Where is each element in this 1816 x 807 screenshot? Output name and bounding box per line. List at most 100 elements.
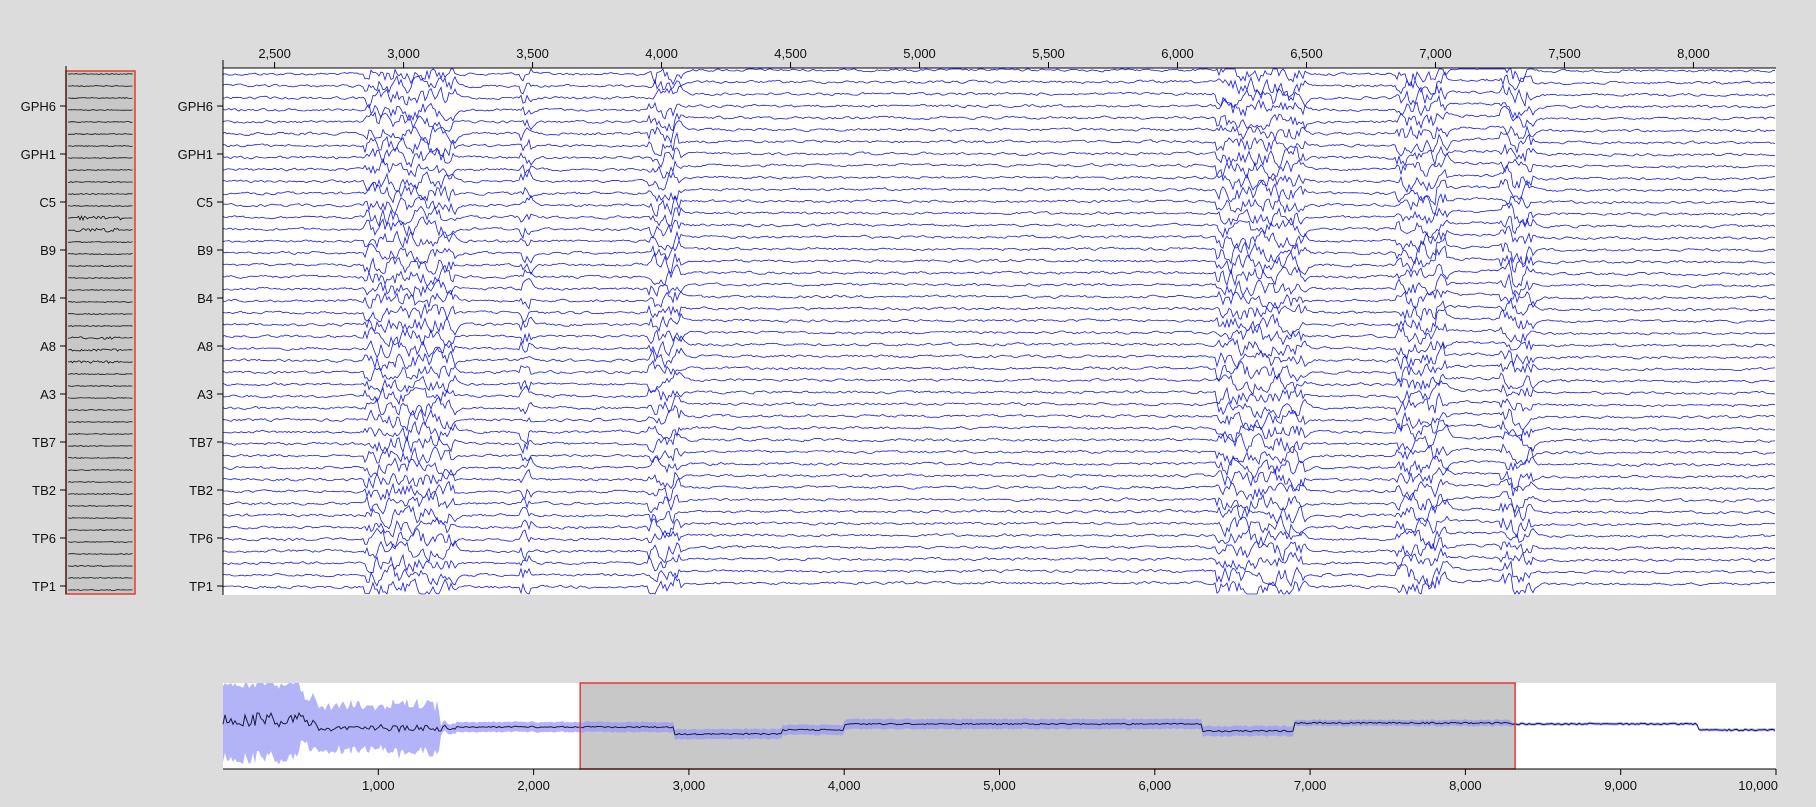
main-channel-label: TB7: [189, 435, 213, 450]
main-x-tick-label: 5,000: [903, 46, 936, 61]
overview-trace: [67, 589, 133, 591]
main-x-tick-label: 4,500: [774, 46, 807, 61]
overview-trace: [68, 493, 133, 495]
overview-channel-label: TP1: [32, 579, 56, 594]
main-trace: [222, 120, 1776, 146]
main-channel-label: TP6: [189, 531, 213, 546]
main-x-ticks: 2,500 3,000 3,500 4,000 4,500 5,000 5,500 6,000…: [258, 46, 1710, 68]
main-trace: [222, 94, 1776, 122]
overview-trace: [67, 336, 133, 340]
navigator-mean-line: [222, 711, 1776, 736]
navigator-x-tick-label: 3,000: [673, 778, 706, 793]
main-channel-label: GPH1: [178, 147, 213, 162]
main-trace: [222, 335, 1776, 360]
main-trace: [222, 131, 1776, 157]
main-trace: [222, 273, 1776, 299]
navigator-panel[interactable]: 1,000 2,000 3,000 4,000 5,000 6,000 7,000 8,000…: [222, 682, 1778, 793]
overview-trace: [67, 277, 133, 279]
main-trace: [222, 308, 1776, 337]
overview-trace: [67, 421, 133, 423]
main-trace: [222, 225, 1776, 254]
main-trace: [222, 371, 1776, 396]
overview-trace: [67, 109, 133, 111]
main-trace: [222, 424, 1776, 455]
main-trace: [222, 499, 1776, 530]
navigator-x-tick-label: 6,000: [1139, 778, 1172, 793]
overview-channel-label: GPH6: [21, 99, 56, 114]
overview-trace: [67, 121, 133, 123]
main-trace: [222, 560, 1776, 588]
overview-panel[interactable]: GPH6 GPH1 C5 B9 B4 A8 A3 TB7 TB2 TP6 TP1: [21, 66, 136, 595]
main-trace: [222, 298, 1776, 323]
main-channel-label: A8: [197, 339, 213, 354]
main-trace: [222, 342, 1776, 372]
main-channel-label: C5: [196, 195, 213, 210]
overview-trace: [67, 215, 133, 222]
overview-trace: [67, 313, 133, 315]
main-trace: [222, 443, 1776, 467]
main-channel-labels: GPH6 GPH1 C5 B9 B4 A8 A3 TB7 TB2 TP6 TP1: [178, 99, 223, 594]
main-x-tick-label: 6,500: [1290, 46, 1323, 61]
main-trace-panel[interactable]: 2,500 3,000 3,500 4,000 4,500 5,000 5,500 6,000…: [178, 46, 1776, 596]
navigator-x-tick-label: 4,000: [828, 778, 861, 793]
main-x-tick-label: 7,000: [1419, 46, 1452, 61]
main-trace: [222, 419, 1776, 445]
overview-trace: [67, 241, 133, 243]
overview-background: [66, 71, 135, 594]
overview-trace: [67, 205, 133, 207]
overview-channel-labels: GPH6 GPH1 C5 B9 B4 A8 A3 TB7 TB2 TP6 TP1: [21, 99, 66, 594]
overview-trace: [67, 385, 133, 387]
main-trace: [222, 359, 1776, 383]
overview-channel-label: B4: [40, 291, 56, 306]
main-x-tick-label: 6,000: [1161, 46, 1194, 61]
navigator-x-tick-label: 7,000: [1294, 778, 1327, 793]
overview-channel-label: TP6: [32, 531, 56, 546]
overview-channel-label: A3: [40, 387, 56, 402]
navigator-x-tick-label: 9,000: [1604, 778, 1637, 793]
overview-trace: [67, 469, 133, 471]
main-trace: [222, 216, 1776, 240]
main-trace: [222, 144, 1776, 169]
overview-trace: [68, 289, 133, 291]
overview-trace: [67, 565, 133, 567]
main-channel-label: TB2: [189, 483, 213, 498]
main-trace: [222, 477, 1776, 502]
overview-trace: [67, 445, 133, 447]
overview-trace: [67, 577, 133, 579]
overview-trace: [67, 541, 133, 543]
main-x-tick-label: 2,500: [258, 46, 291, 61]
overview-trace: [67, 505, 133, 507]
overview-trace: [67, 348, 133, 352]
overview-trace: [67, 145, 133, 147]
main-trace: [222, 466, 1776, 493]
main-trace: [222, 261, 1776, 288]
overview-trace: [67, 301, 133, 303]
overview-trace: [67, 433, 133, 435]
overview-trace: [68, 457, 133, 459]
main-trace: [222, 491, 1776, 515]
main-traces: [222, 68, 1776, 596]
navigator-x-tick-label: 10,000: [1738, 778, 1778, 793]
main-channel-label: GPH6: [178, 99, 213, 114]
main-trace: [222, 236, 1776, 266]
main-trace: [222, 537, 1776, 564]
overview-channel-label: TB2: [32, 483, 56, 498]
main-x-tick-label: 3,500: [516, 46, 549, 61]
main-trace: [222, 152, 1776, 180]
main-trace: [222, 526, 1776, 550]
main-trace: [222, 68, 1776, 87]
main-trace: [222, 105, 1776, 132]
overview-trace: [67, 360, 133, 364]
main-x-tick-label: 4,000: [645, 46, 678, 61]
overview-trace: [67, 227, 133, 233]
overview-channel-label: C5: [39, 195, 56, 210]
main-plot-background: [223, 68, 1776, 595]
overview-channel-label: TB7: [32, 435, 56, 450]
main-trace: [223, 379, 1776, 406]
navigator-x-tick-label: 5,000: [983, 778, 1016, 793]
main-x-tick-label: 3,000: [387, 46, 420, 61]
main-trace: [222, 178, 1776, 206]
main-trace: [222, 455, 1776, 480]
